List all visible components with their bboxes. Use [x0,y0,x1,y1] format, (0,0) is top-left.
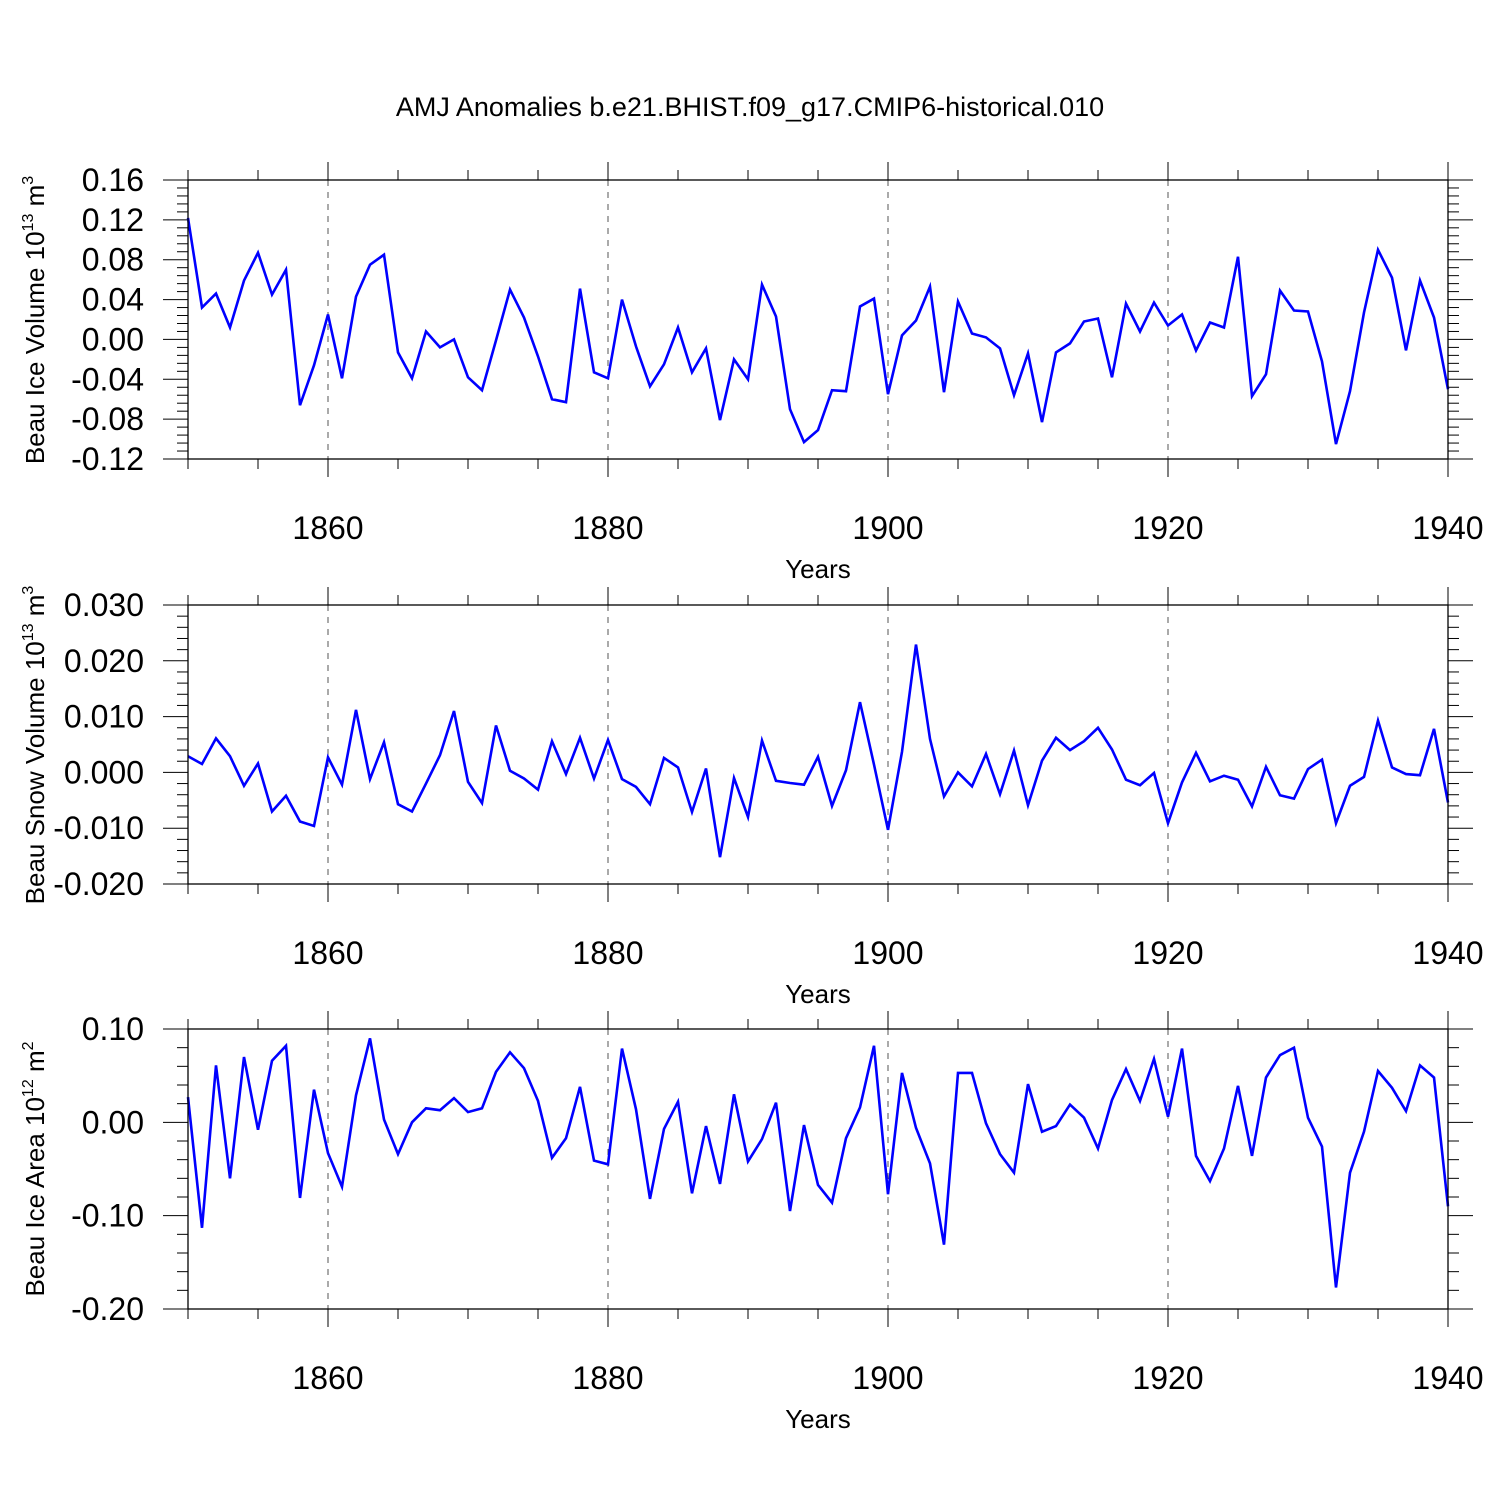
y-axis-label: Beau Ice Volume 1013 m3 [20,176,50,464]
x-tick-label: 1880 [572,935,643,971]
series-line [186,217,1450,445]
y-tick-label: 0.030 [64,587,144,623]
x-tick-label: 1860 [292,1360,363,1396]
x-axis-label: Years [785,554,851,584]
y-tick-label: 0.00 [82,321,144,357]
x-tick-label: 1940 [1412,510,1483,546]
plot-frame [187,179,1449,460]
x-tick-label: 1860 [292,510,363,546]
y-tick-label: -0.04 [71,361,144,397]
plot-frame [187,604,1449,885]
y-tick-label: 0.000 [64,754,144,790]
x-tick-label: 1880 [572,1360,643,1396]
x-tick-label: 1940 [1412,1360,1483,1396]
x-axis-label: Years [785,1404,851,1434]
y-axis-label: Beau Snow Volume 1013 m3 [20,586,50,905]
y-tick-label: 0.020 [64,643,144,679]
x-tick-label: 1940 [1412,935,1483,971]
panel-ice-volume: 1860 1880 1900 1920 1940-0.12-0.08-0.040.000… [20,162,1484,584]
x-tick-label: 1920 [1132,510,1203,546]
plot-frame [187,1028,1449,1310]
y-axis-label: Beau Ice Area 1012 m2 [20,1041,50,1296]
y-tick-label: 0.10 [82,1011,144,1047]
figure-title: AMJ Anomalies b.e21.BHIST.f09_g17.CMIP6-… [396,92,1104,122]
y-tick-label: -0.08 [71,401,144,437]
y-tick-label: -0.010 [53,810,144,846]
y-tick-label: 0.08 [82,242,144,278]
y-tick-label: 0.12 [82,202,144,238]
x-tick-label: 1900 [852,935,923,971]
series-line [187,644,1450,858]
y-tick-label: 0.00 [82,1104,144,1140]
x-axis-label: Years [785,979,851,1009]
y-tick-label: -0.10 [71,1198,144,1234]
x-tick-label: 1920 [1132,1360,1203,1396]
y-tick-label: 0.04 [82,282,144,318]
y-tick-label: 0.16 [82,162,144,198]
y-tick-label: -0.12 [71,441,144,477]
x-tick-label: 1880 [572,510,643,546]
x-tick-label: 1860 [292,935,363,971]
panel-ice-area: 1860 1880 1900 1920 1940 -0.20 -0.10 0.00 0.10 Ye… [20,1011,1484,1434]
x-tick-label: 1900 [852,510,923,546]
x-tick-label: 1920 [1132,935,1203,971]
y-tick-label: -0.020 [53,866,144,902]
panel-snow-volume: 1860 1880 1900 1920 1940 -0.020 -0.010 0.000 0.0… [20,586,1484,1009]
y-tick-label: -0.20 [71,1291,144,1327]
series-line [186,1037,1450,1288]
y-tick-label: 0.010 [64,699,144,735]
x-tick-label: 1900 [852,1360,923,1396]
